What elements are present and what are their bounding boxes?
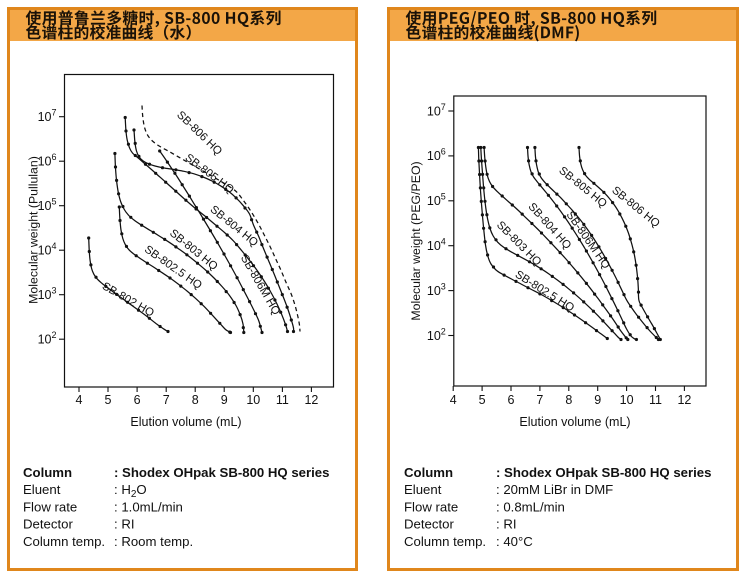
svg-text:12: 12 <box>304 393 318 407</box>
svg-text:Flow rate: Flow rate <box>23 499 77 514</box>
svg-text:107: 107 <box>427 102 446 119</box>
svg-text:SB-805 HQ: SB-805 HQ <box>183 152 237 196</box>
svg-text:: Shodex OHpak SB-800 HQ serie: : Shodex OHpak SB-800 HQ series <box>496 465 711 480</box>
svg-text:103: 103 <box>427 281 446 298</box>
svg-text:102: 102 <box>38 330 57 347</box>
svg-text:10: 10 <box>246 393 260 407</box>
svg-text:Molecular weight (PEG/PEO): Molecular weight (PEG/PEO) <box>409 161 423 320</box>
svg-text:8: 8 <box>192 393 199 407</box>
svg-text:: 40°C: : 40°C <box>496 534 533 549</box>
svg-text:Molecular weight (Pullulan): Molecular weight (Pullulan) <box>27 156 41 304</box>
svg-text:Column temp.: Column temp. <box>23 534 105 549</box>
svg-text:11: 11 <box>649 393 662 407</box>
svg-text:: 1.0mL/min: : 1.0mL/min <box>114 499 183 514</box>
svg-text:: RI: : RI <box>496 517 517 532</box>
svg-text:5: 5 <box>479 393 486 407</box>
svg-text:106: 106 <box>427 147 446 164</box>
svg-text:8: 8 <box>565 393 572 407</box>
svg-text:: RI: : RI <box>114 517 135 532</box>
svg-text:Column temp.: Column temp. <box>404 534 486 549</box>
svg-text:: Shodex OHpak SB-800 HQ serie: : Shodex OHpak SB-800 HQ series <box>114 465 329 480</box>
svg-text:Column: Column <box>23 465 72 480</box>
svg-text:Elution volume (mL): Elution volume (mL) <box>519 415 630 429</box>
svg-text:7: 7 <box>163 393 170 407</box>
svg-text:SB-802 HQ: SB-802 HQ <box>100 280 156 319</box>
svg-text:9: 9 <box>221 393 228 407</box>
svg-text:SB-803 HQ: SB-803 HQ <box>494 219 543 268</box>
svg-text:Eluent: Eluent <box>23 482 61 497</box>
svg-text:SB-806M HQ: SB-806M HQ <box>238 253 282 317</box>
svg-text:SB-806 HQ: SB-806 HQ <box>174 109 224 158</box>
svg-text:102: 102 <box>427 326 446 343</box>
svg-text:: H2O: : H2O <box>114 482 147 500</box>
svg-text:6: 6 <box>134 393 141 407</box>
svg-text:104: 104 <box>427 237 446 254</box>
svg-text:Flow rate: Flow rate <box>404 499 458 514</box>
svg-text:Detector: Detector <box>23 517 73 532</box>
svg-text:SB-806 HQ: SB-806 HQ <box>609 184 662 230</box>
svg-text:Elution volume (mL): Elution volume (mL) <box>130 415 241 429</box>
svg-text:105: 105 <box>427 192 446 209</box>
svg-text:Detector: Detector <box>404 517 454 532</box>
svg-text:5: 5 <box>105 393 112 407</box>
svg-text:SB-804 HQ: SB-804 HQ <box>526 201 574 252</box>
svg-text:: Room temp.: : Room temp. <box>114 534 193 549</box>
svg-text:10: 10 <box>620 393 634 407</box>
svg-text:4: 4 <box>450 393 457 407</box>
svg-text:: 20mM LiBr in DMF: : 20mM LiBr in DMF <box>496 482 613 497</box>
svg-text:6: 6 <box>508 393 515 407</box>
svg-text:Column: Column <box>404 465 453 480</box>
svg-text:SB-802.5 HQ: SB-802.5 HQ <box>513 269 577 315</box>
svg-text:107: 107 <box>38 108 57 125</box>
svg-text:4: 4 <box>76 393 83 407</box>
svg-text:7: 7 <box>536 393 543 407</box>
svg-text:9: 9 <box>594 393 601 407</box>
svg-text:11: 11 <box>276 393 289 407</box>
svg-text:12: 12 <box>677 393 691 407</box>
svg-text:Eluent: Eluent <box>404 482 442 497</box>
svg-text:: 0.8mL/min: : 0.8mL/min <box>496 499 565 514</box>
